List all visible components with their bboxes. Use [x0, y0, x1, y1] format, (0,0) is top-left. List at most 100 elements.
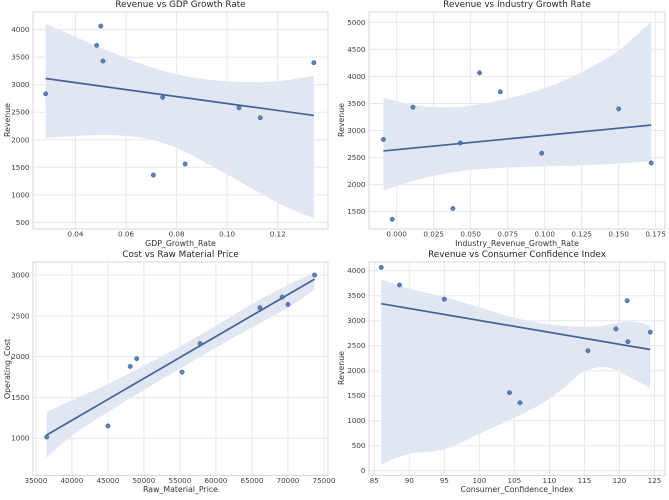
x-tick-label: 90: [405, 476, 415, 485]
x-tick-label: 125: [648, 476, 662, 485]
x-tick-label: 75000: [313, 476, 336, 485]
y-tick-label: 1500: [11, 393, 30, 402]
x-tick-label: 0.12: [270, 230, 286, 239]
x-axis-label-raw-material-price: Raw_Material_Price: [143, 485, 218, 494]
y-axis-label-revenue-bottom-right: Revenue: [337, 351, 346, 386]
y-tick-label: 2000: [11, 135, 30, 144]
x-axis-label-industry-revenue-growth-rate: Industry_Revenue_Growth_Rate: [455, 239, 579, 248]
y-tick-label: 2000: [347, 180, 366, 189]
x-tick-label: 65000: [241, 476, 264, 485]
y-tick-label: 0: [361, 466, 366, 475]
y-tick-label: 3500: [11, 53, 30, 62]
x-tick-label: 0.06: [118, 230, 134, 239]
y-tick-label: 2000: [347, 366, 366, 375]
data-point: [236, 105, 242, 111]
data-point: [616, 106, 622, 112]
x-tick-label: 70000: [277, 476, 300, 485]
data-point: [517, 400, 523, 406]
axes-spines: [368, 261, 666, 476]
plot-background: [369, 262, 665, 476]
x-tick-label: 85: [370, 476, 379, 485]
data-point: [312, 272, 318, 278]
data-point: [441, 296, 447, 302]
y-tick-label: 500: [352, 441, 366, 450]
y-tick-label: 3000: [347, 126, 366, 135]
data-point: [585, 348, 591, 354]
y-axis-label-revenue-top-right: Revenue: [337, 103, 346, 138]
x-tick-label: 60000: [204, 476, 227, 485]
chart-title-revenue-vs-industry: Revenue vs Industry Growth Rate: [443, 0, 591, 10]
x-tick-label: 120: [613, 476, 627, 485]
y-tick-label: 4000: [347, 266, 366, 275]
data-point: [389, 216, 395, 222]
y-tick-label: 5000: [347, 18, 366, 27]
axes-spines: [368, 11, 666, 230]
data-point: [477, 70, 483, 76]
y-tick-label: 1500: [347, 391, 366, 400]
x-tick-label: 110: [543, 476, 557, 485]
confidence-band: [45, 23, 314, 219]
data-point: [648, 160, 654, 166]
y-tick-label: 1500: [347, 207, 366, 216]
data-point: [197, 341, 203, 347]
chart-revenue-vs-gdp-growth-rate: 0.04 0.06 0.08 0.10 0.12 500 1000 1500 2000 2500 3…: [11, 11, 329, 239]
x-tick-label: 0.050: [460, 230, 481, 239]
axes-spines: [32, 261, 329, 476]
x-tick-label: 0.04: [67, 230, 83, 239]
y-tick-label: 2500: [11, 311, 30, 320]
x-tick-label: 115: [578, 476, 592, 485]
x-tick-label: 100: [472, 476, 486, 485]
y-tick-label: 2500: [11, 108, 30, 117]
data-point: [94, 42, 100, 48]
chart-title-revenue-vs-confidence: Revenue vs Consumer Confidence Index: [428, 249, 606, 260]
chart-title-cost-vs-raw-material: Cost vs Raw Material Price: [122, 249, 239, 260]
y-tick-label: 3000: [11, 271, 30, 280]
y-tick-label: 500: [16, 218, 30, 227]
plot-background: [33, 262, 328, 476]
plot-background: [33, 12, 328, 229]
x-tick-label: 0.08: [169, 230, 185, 239]
x-tick-label: 0.100: [534, 230, 555, 239]
data-point: [160, 94, 166, 100]
y-tick-label: 4000: [11, 25, 30, 34]
x-axis-label-gdp-growth-rate: GDP_Growth_Rate: [145, 239, 216, 248]
data-point: [497, 89, 503, 95]
x-tick-label: 0.10: [219, 230, 235, 239]
data-point: [457, 140, 463, 146]
chart-revenue-vs-consumer-confidence-index: 85 90 95 100 105 110 115 120 125 0 500 1000 1500 2000…: [347, 261, 666, 485]
y-tick-label: 1000: [11, 434, 30, 443]
regression-line: [383, 124, 652, 152]
x-tick-label: 45000: [96, 476, 119, 485]
data-point: [43, 91, 49, 97]
y-tick-label: 1500: [11, 163, 30, 172]
chart-cost-vs-raw-material-price: 35000 40000 45000 50000 55000 60000 65000 70000…: [11, 261, 336, 485]
chart-revenue-vs-industry-growth-rate: 0.000 0.025 0.050 0.075 0.100 0.125 0.150 0.175…: [347, 11, 666, 239]
regression-line: [45, 77, 314, 117]
data-point: [44, 434, 50, 440]
y-tick-label: 2000: [11, 352, 30, 361]
data-point: [285, 301, 291, 307]
data-point: [279, 294, 285, 300]
confidence-band: [381, 279, 651, 465]
x-tick-label: 0.175: [645, 230, 666, 239]
x-axis-label-consumer-confidence-index: Consumer_Confidence_Index: [460, 485, 574, 494]
y-axis-label-operating-cost: Operating_Cost: [3, 338, 12, 399]
y-tick-label: 3000: [11, 80, 30, 89]
y-tick-label: 2500: [347, 341, 366, 350]
y-tick-label: 2500: [347, 153, 366, 162]
x-tick-label: 55000: [168, 476, 191, 485]
confidence-band: [383, 21, 652, 191]
data-point: [647, 329, 653, 335]
data-point: [450, 205, 456, 211]
y-axis-label-revenue-top-left: Revenue: [3, 103, 12, 138]
data-point: [100, 58, 106, 64]
data-point: [150, 172, 156, 178]
data-point: [257, 305, 263, 311]
y-tick-label: 1000: [11, 190, 30, 199]
x-tick-label: 50000: [132, 476, 155, 485]
y-tick-label: 3500: [347, 291, 366, 300]
data-point: [134, 356, 140, 362]
y-tick-label: 1000: [347, 416, 366, 425]
